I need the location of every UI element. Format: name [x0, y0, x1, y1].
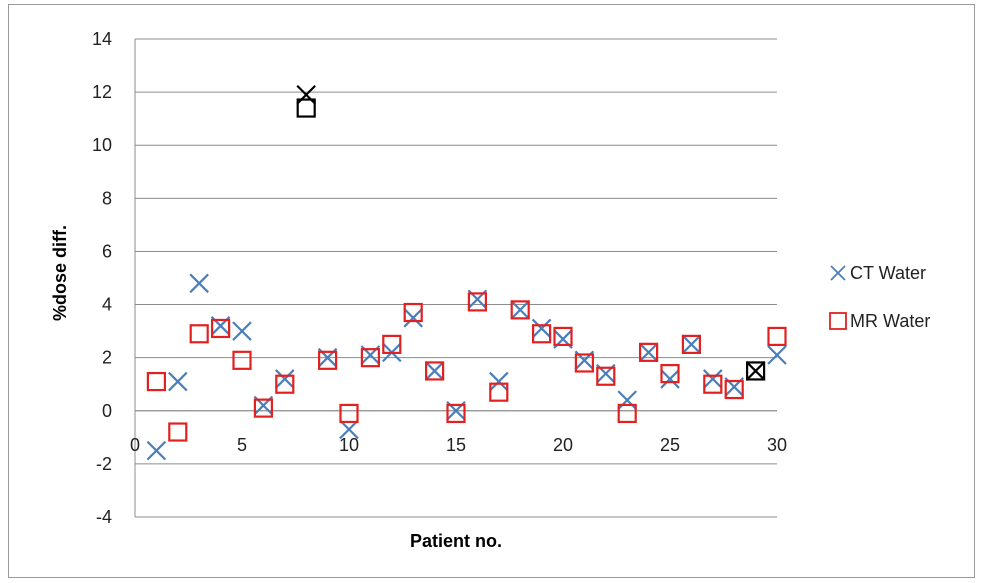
ct-water-point — [489, 371, 509, 392]
y-tick-label: 4 — [102, 295, 112, 315]
legend-square-marker — [829, 312, 847, 330]
x-axis-title: Patient no. — [410, 531, 502, 551]
mr-water-point — [574, 353, 595, 373]
mr-water-point — [425, 361, 445, 381]
y-axis-title: %dose diff. — [50, 225, 70, 321]
mr-water-point — [253, 398, 273, 418]
mr-water-point — [168, 422, 188, 442]
x-tick-label: 15 — [446, 435, 466, 455]
mr-water-point — [211, 318, 231, 339]
gridlines — [135, 38, 777, 518]
y-tick-label: -4 — [96, 507, 112, 527]
x-tick-label: 30 — [767, 435, 787, 455]
mr-water-point — [681, 334, 702, 354]
x-tick-label: 20 — [553, 435, 573, 455]
y-tick-label: 0 — [102, 401, 112, 421]
legend-item: CT Water — [830, 263, 926, 283]
mr-water-point — [745, 361, 766, 381]
ct-water-point — [745, 361, 766, 381]
mr-water-point — [510, 300, 530, 320]
mr-water-point — [489, 382, 509, 402]
ct-water-point — [403, 308, 423, 328]
y-tick-label: 2 — [102, 348, 112, 368]
mr-water-point — [553, 326, 573, 347]
mr-water-point — [382, 334, 402, 354]
ct-water-point — [189, 273, 209, 294]
ct-water-point — [339, 419, 359, 440]
mr-water-point — [596, 366, 616, 386]
ct-water-point — [767, 345, 787, 365]
y-tick-label: -2 — [96, 454, 112, 474]
mr-water-point — [146, 371, 166, 392]
mr-water-point — [189, 324, 209, 344]
mr-water-point — [339, 403, 359, 424]
y-tick-label: 12 — [92, 82, 112, 102]
ct-water-point — [146, 440, 167, 461]
mr-water-point — [467, 292, 487, 312]
legend-x-marker — [830, 265, 846, 281]
ct-water-point — [638, 342, 659, 363]
ct-water-point — [660, 369, 680, 389]
series-ct-water — [146, 84, 787, 461]
mr-water-point — [531, 324, 552, 344]
ct-water-point — [703, 369, 723, 389]
legend-label: MR Water — [850, 311, 930, 331]
ct-water-point — [296, 84, 316, 105]
ct-water-point — [531, 318, 552, 339]
ct-water-point — [510, 300, 530, 320]
y-tick-label: 6 — [102, 241, 112, 261]
ct-water-point — [424, 361, 445, 381]
mr-water-point — [318, 350, 338, 370]
ct-water-point — [681, 334, 702, 355]
mr-water-point — [403, 302, 423, 323]
tick-labels: -4 -2 0 2 4 6 8 10 12 14 0 5 10 15 20 25 30 — [92, 29, 787, 527]
x-tick-label: 10 — [339, 435, 359, 455]
data-points — [146, 84, 787, 461]
mr-water-point — [617, 403, 637, 424]
mr-water-point — [638, 342, 659, 362]
legend: CT Water MR Water — [829, 263, 930, 331]
mr-water-point — [232, 350, 252, 370]
legend-item: MR Water — [829, 311, 930, 331]
mr-water-point — [767, 326, 787, 347]
ct-water-point — [275, 369, 295, 389]
x-tick-label: 0 — [130, 435, 140, 455]
mr-water-point — [360, 348, 380, 368]
mr-water-point — [446, 403, 466, 424]
series-mr-water — [146, 98, 787, 442]
mr-water-point — [660, 364, 680, 384]
y-tick-label: 10 — [92, 135, 112, 155]
ct-water-point — [617, 390, 637, 410]
mr-water-point — [724, 379, 744, 400]
mr-water-point — [703, 374, 723, 394]
ct-water-point — [168, 371, 188, 392]
mr-water-point — [296, 98, 316, 118]
mr-water-point — [275, 374, 295, 394]
chart-frame — [8, 4, 975, 578]
y-tick-label: 8 — [102, 188, 112, 208]
y-tick-label: 14 — [92, 29, 112, 49]
legend-label: CT Water — [850, 263, 926, 283]
ct-water-point — [232, 321, 252, 341]
x-tick-label: 25 — [660, 435, 680, 455]
x-tick-label: 5 — [237, 435, 247, 455]
